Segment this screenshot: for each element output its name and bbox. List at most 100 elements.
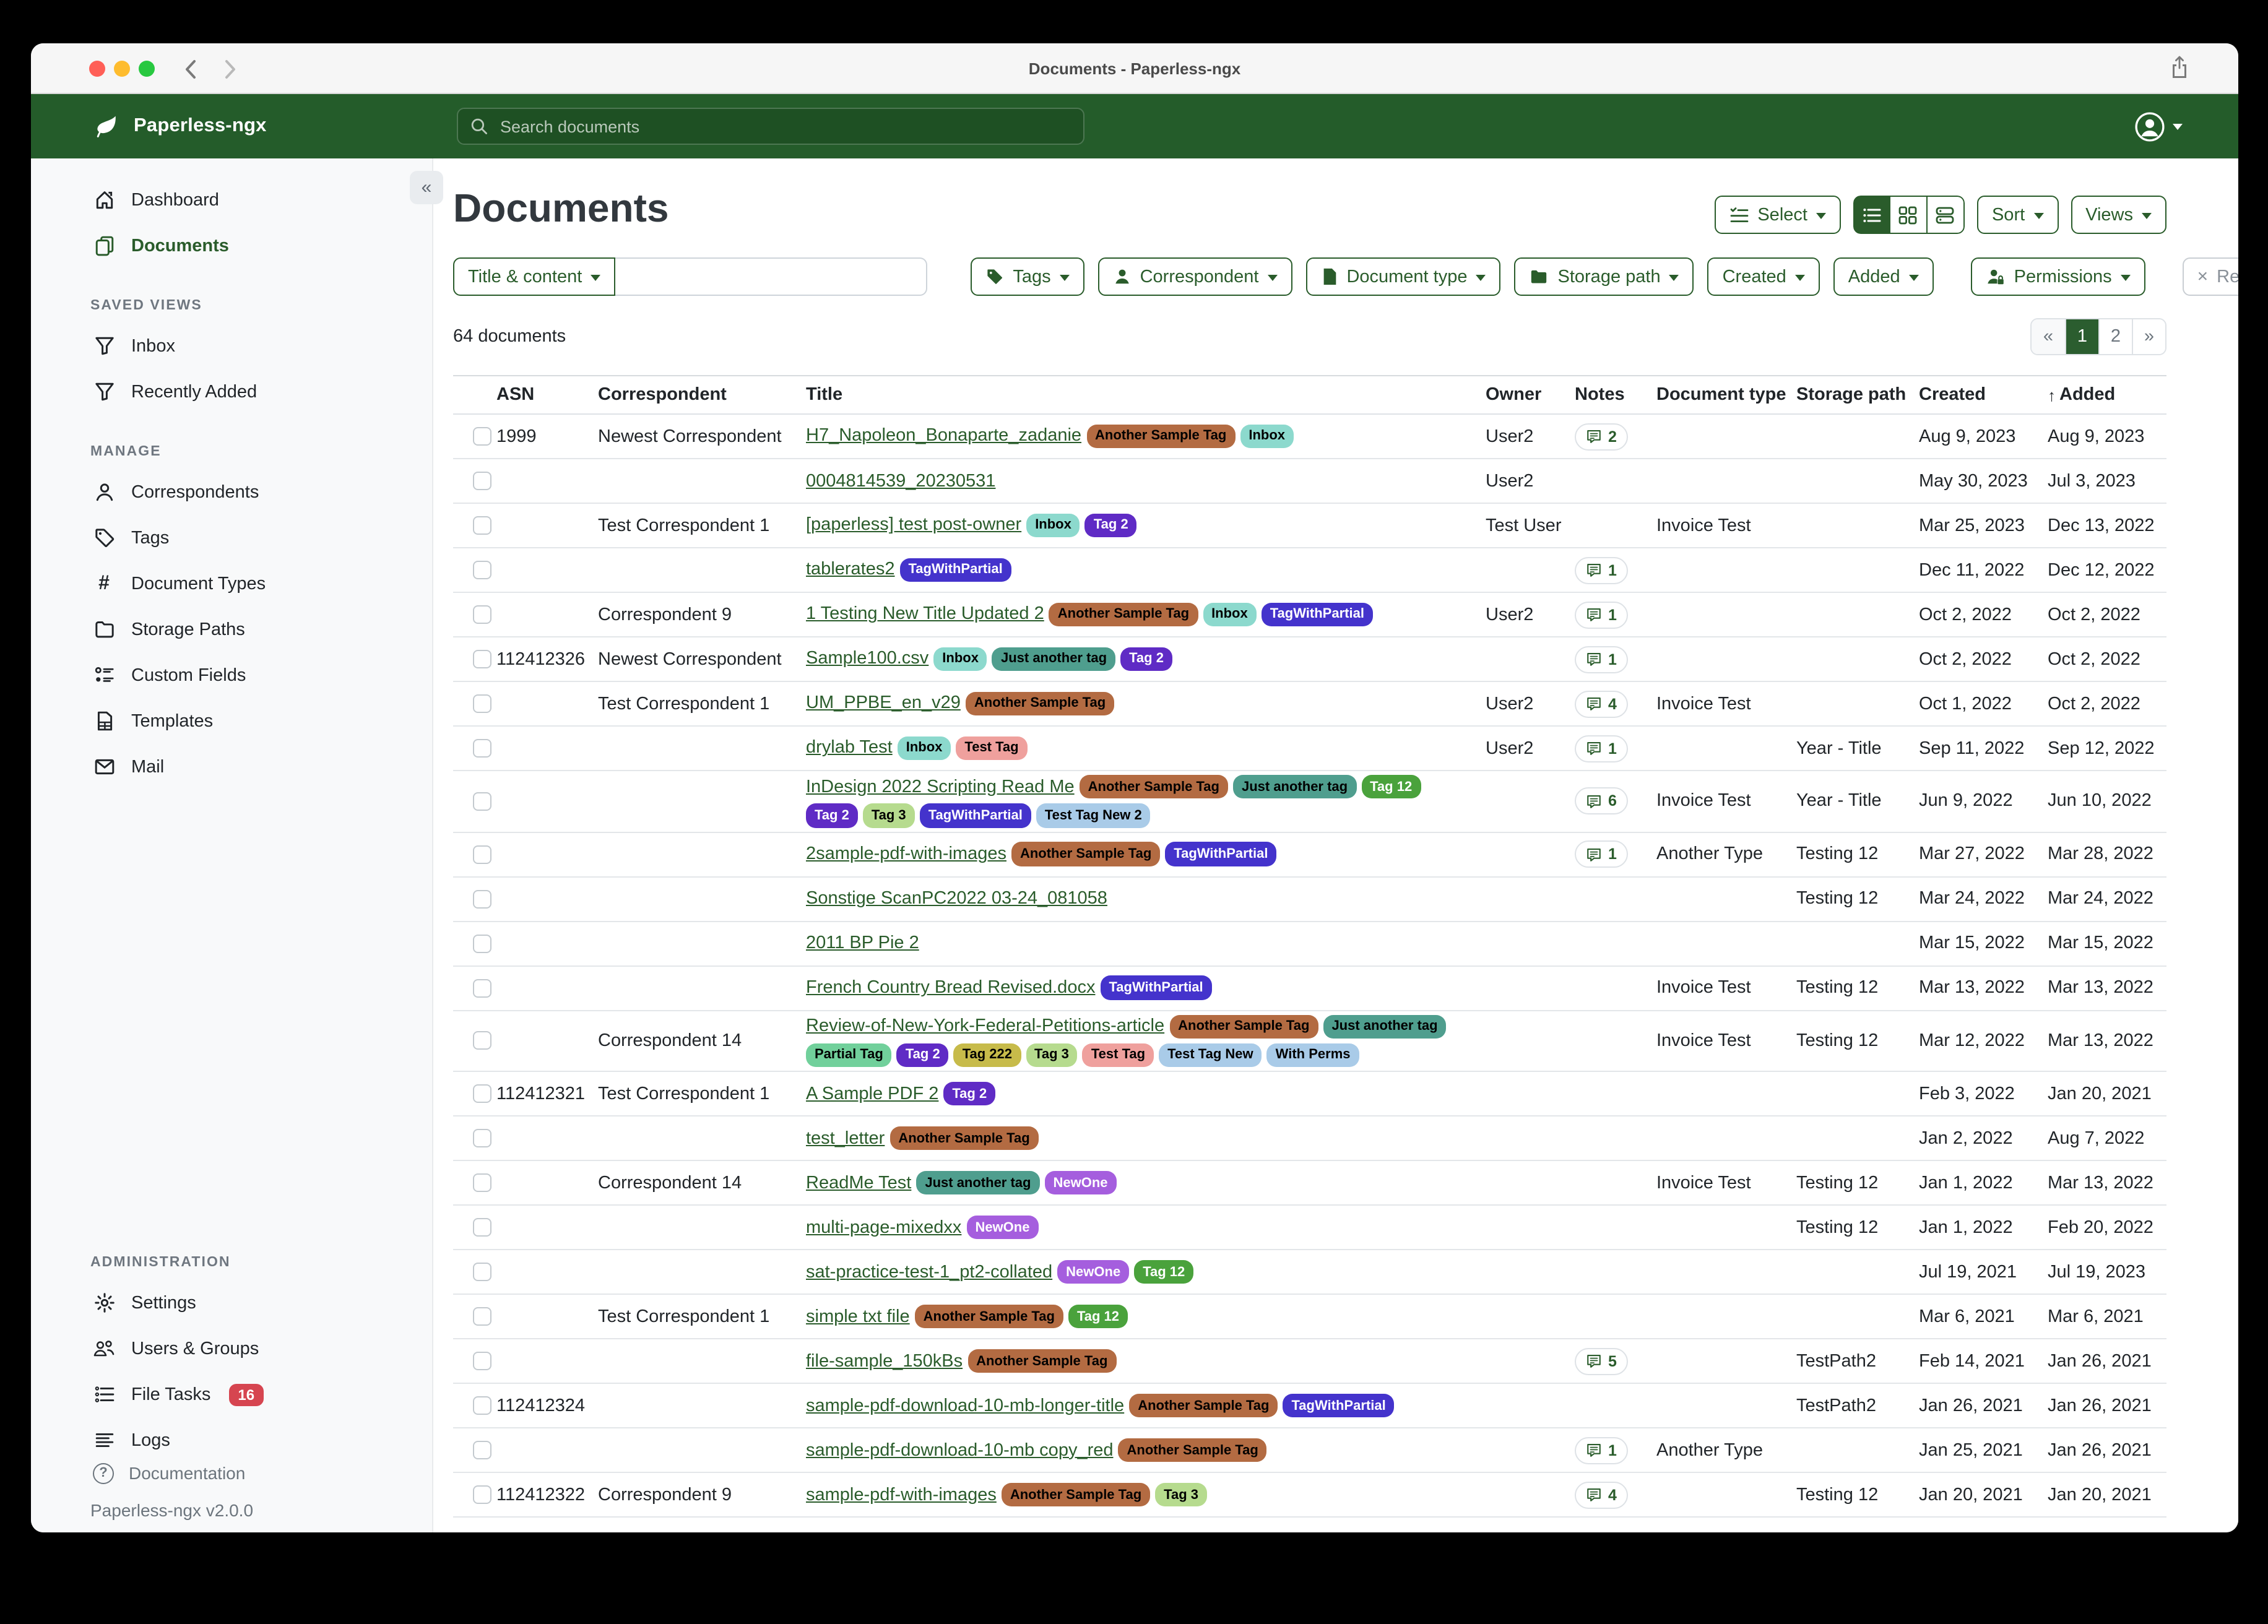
row-checkbox[interactable] (473, 1263, 491, 1282)
document-link[interactable]: Review-of-New-York-Federal-Petitions-art… (806, 1016, 1165, 1037)
document-link[interactable]: 0004814539_20230531 (806, 471, 996, 491)
row-checkbox[interactable] (473, 1084, 491, 1104)
tag-pill[interactable]: Tag 3 (862, 803, 915, 828)
forward-icon[interactable] (217, 56, 244, 83)
tag-pill[interactable]: NewOne (1044, 1171, 1117, 1195)
header-added[interactable]: ↑ Added (2048, 385, 2165, 405)
cell-correspondent[interactable]: Test Correspondent 1 (598, 1084, 770, 1104)
grid-view-button[interactable] (1890, 196, 1928, 234)
row-checkbox[interactable] (473, 1352, 491, 1371)
sidebar-item-document-types[interactable]: # Document Types (31, 561, 432, 607)
tag-pill[interactable]: Just another tag (916, 1171, 1040, 1195)
filter-button-added[interactable]: Added (1833, 257, 1934, 296)
tag-pill[interactable]: Another Sample Tag (1169, 1014, 1318, 1039)
sidebar-item-correspondents[interactable]: Correspondents (31, 469, 432, 515)
cell-correspondent[interactable]: Newest Correspondent (598, 426, 782, 446)
tag-pill[interactable]: Tag 12 (1068, 1305, 1128, 1329)
document-link[interactable]: sample-pdf-download-10-mb copy_red (806, 1440, 1114, 1461)
sort-button[interactable]: Sort (1976, 196, 2059, 234)
document-link[interactable]: French Country Bread Revised.docx (806, 978, 1096, 998)
minimize-window-button[interactable] (114, 61, 130, 77)
zoom-window-button[interactable] (139, 61, 155, 77)
filter-button-correspondent[interactable]: Correspondent (1097, 257, 1292, 296)
sidebar-item-storage-paths[interactable]: Storage Paths (31, 607, 432, 652)
row-checkbox[interactable] (473, 1396, 491, 1415)
notes-badge[interactable]: 1 (1575, 646, 1628, 673)
document-link[interactable]: sample-pdf-download-10-mb-longer-title (806, 1396, 1125, 1416)
tag-pill[interactable]: TagWithPartial (919, 803, 1031, 828)
filter-button-reset-filters[interactable]: × Reset filters (2182, 257, 2238, 296)
notes-badge[interactable]: 2 (1575, 423, 1628, 450)
tag-pill[interactable]: Partial Tag (806, 1043, 892, 1068)
tag-pill[interactable]: NewOne (1057, 1260, 1130, 1284)
notes-badge[interactable]: 4 (1575, 1481, 1628, 1509)
tag-pill[interactable]: Just another tag (992, 647, 1116, 672)
row-checkbox[interactable] (473, 1307, 491, 1326)
cell-correspondent[interactable]: Test Correspondent 1 (598, 516, 770, 535)
header-notes[interactable]: Notes (1575, 385, 1625, 405)
row-checkbox[interactable] (473, 845, 491, 864)
document-link[interactable]: Sonstige ScanPC2022 03-24_081058 (806, 889, 1107, 909)
tag-pill[interactable]: Inbox (933, 647, 987, 672)
page-button-1[interactable]: 1 (2065, 319, 2098, 354)
cell-correspondent[interactable]: Correspondent 9 (598, 1485, 732, 1505)
document-link[interactable]: A Sample PDF 2 (806, 1084, 939, 1104)
document-link[interactable]: 2011 BP Pie 2 (806, 933, 919, 954)
document-link[interactable]: ReadMe Test (806, 1173, 912, 1193)
views-button[interactable]: Views (2071, 196, 2166, 234)
tag-pill[interactable]: Tag 2 (1084, 513, 1137, 538)
tag-pill[interactable]: Tag 12 (1134, 1260, 1194, 1284)
document-link[interactable]: 1 Testing New Title Updated 2 (806, 604, 1044, 624)
tag-pill[interactable]: TagWithPartial (1283, 1394, 1395, 1418)
document-link[interactable]: InDesign 2022 Scripting Read Me (806, 777, 1075, 797)
row-checkbox[interactable] (473, 978, 491, 998)
tag-pill[interactable]: With Perms (1266, 1043, 1359, 1068)
sidebar-collapse-button[interactable]: « (410, 171, 443, 204)
document-link[interactable]: UM_PPBE_en_v29 (806, 693, 961, 714)
tag-pill[interactable]: Tag 2 (896, 1043, 949, 1068)
filter-button-created[interactable]: Created (1707, 257, 1820, 296)
tag-pill[interactable]: TagWithPartial (1100, 975, 1212, 1000)
document-link[interactable]: [paperless] test post-owner (806, 515, 1022, 535)
tag-pill[interactable]: Inbox (1203, 602, 1257, 627)
tag-pill[interactable]: Just another tag (1232, 775, 1357, 799)
sidebar-item-file-tasks[interactable]: File Tasks 16 (31, 1371, 432, 1417)
filter-button-tags[interactable]: Tags (971, 257, 1084, 296)
user-menu[interactable] (2134, 111, 2183, 142)
notes-badge[interactable]: 1 (1575, 840, 1628, 868)
row-checkbox[interactable] (473, 792, 491, 811)
tag-pill[interactable]: Tag 3 (1155, 1483, 1207, 1507)
tag-pill[interactable]: Another Sample Tag (1049, 602, 1198, 627)
tag-pill[interactable]: Inbox (1026, 513, 1080, 538)
header-title[interactable]: Title (806, 385, 843, 405)
tag-pill[interactable]: Another Sample Tag (1011, 842, 1161, 866)
document-link[interactable]: multi-page-mixedxx (806, 1217, 962, 1238)
row-checkbox[interactable] (473, 934, 491, 953)
close-window-button[interactable] (89, 61, 105, 77)
document-link[interactable]: 2sample-pdf-with-images (806, 844, 1006, 865)
tag-pill[interactable]: Tag 222 (953, 1043, 1021, 1068)
row-checkbox[interactable] (473, 427, 491, 446)
cell-correspondent[interactable]: Test Correspondent 1 (598, 694, 770, 714)
document-link[interactable]: sample-pdf-with-images (806, 1485, 997, 1505)
tag-pill[interactable]: TagWithPartial (1261, 602, 1373, 627)
row-checkbox[interactable] (473, 1129, 491, 1148)
tag-pill[interactable]: Tag 3 (1026, 1043, 1078, 1068)
tag-pill[interactable]: Tag 2 (1120, 647, 1172, 672)
document-link[interactable]: H7_Napoleon_Bonaparte_zadanie (806, 426, 1082, 446)
row-checkbox[interactable] (473, 889, 491, 909)
sidebar-item-templates[interactable]: Templates (31, 698, 432, 744)
tag-pill[interactable]: Test Tag (956, 736, 1028, 761)
back-icon[interactable] (177, 56, 204, 83)
row-checkbox[interactable] (473, 1485, 491, 1505)
notes-badge[interactable]: 1 (1575, 556, 1628, 584)
page-button-2[interactable]: 2 (2098, 319, 2132, 354)
tag-pill[interactable]: Tag 2 (943, 1082, 996, 1106)
sidebar-item-logs[interactable]: Logs (31, 1417, 432, 1463)
filter-button-permissions[interactable]: Permissions (1970, 257, 2145, 296)
tag-pill[interactable]: Another Sample Tag (914, 1305, 1063, 1329)
tag-pill[interactable]: Tag 2 (806, 803, 858, 828)
tag-pill[interactable]: Test Tag New (1159, 1043, 1262, 1068)
document-link[interactable]: tablerates2 (806, 559, 895, 580)
document-link[interactable]: file-sample_150kBs (806, 1351, 963, 1371)
